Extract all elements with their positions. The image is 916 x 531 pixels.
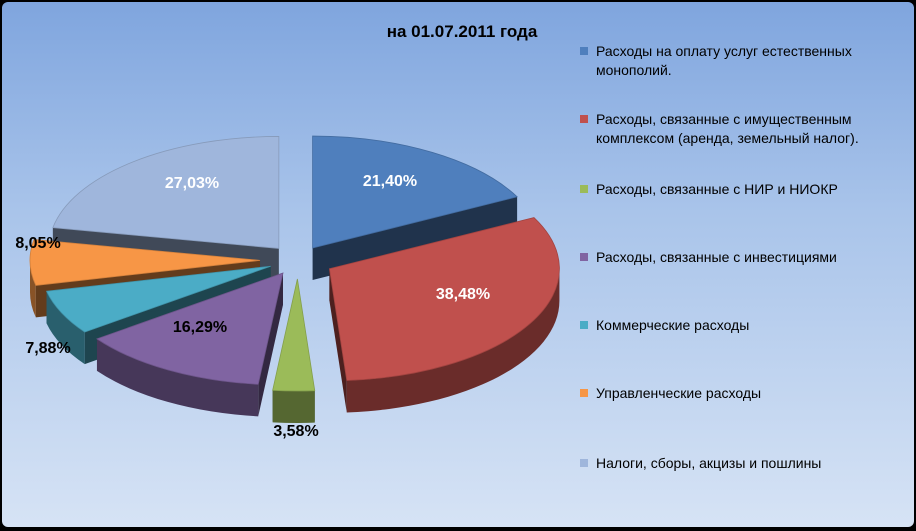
slice-outer-wall: [96, 338, 259, 417]
legend-label: Управленческие расходы: [596, 385, 762, 401]
chart-title: на 01.07.2011 года: [386, 22, 538, 41]
pie-slice-6: [29, 239, 261, 286]
slice-data-label: 21,40%: [363, 173, 417, 190]
legend-swatch: [580, 115, 588, 123]
legend-item: Налоги, сборы, акцизы и пошлины: [580, 454, 880, 473]
legend-swatch: [580, 253, 588, 261]
pie-slice-4: [96, 272, 284, 385]
slice-outer-wall: [346, 268, 560, 413]
legend-item: Управленческие расходы: [580, 384, 880, 403]
legend-item: Расходы, связанные с НИР и НИОКР: [580, 180, 880, 199]
pie-slice-1: [312, 135, 518, 249]
slice-side-wall: [312, 196, 518, 281]
legend-label: Расходы на оплату услуг естественных мон…: [596, 43, 852, 78]
slice-data-label: 8,05%: [15, 235, 60, 252]
pie-slice-7: [52, 136, 280, 249]
slice-data-label: 3,58%: [273, 423, 318, 440]
slice-data-label: 16,29%: [173, 319, 227, 336]
legend-label: Коммерческие расходы: [596, 317, 750, 333]
legend-item: Коммерческие расходы: [580, 316, 880, 335]
legend-label: Расходы, связанные с инвестициями: [596, 249, 837, 265]
slice-data-label: 27,03%: [165, 175, 219, 192]
slice-side-wall: [329, 268, 347, 413]
slice-data-label: 7,88%: [25, 340, 70, 357]
legend-item: Расходы на оплату услуг естественных мон…: [580, 42, 880, 80]
legend-label: Налоги, сборы, акцизы и пошлины: [596, 455, 822, 471]
slice-outer-wall: [272, 390, 315, 423]
legend-swatch: [580, 459, 588, 467]
legend-swatch: [580, 185, 588, 193]
slice-outer-wall: [46, 291, 85, 365]
pie-top-layer: [29, 135, 560, 392]
pie-slice-2: [328, 217, 560, 381]
legend-swatch: [580, 389, 588, 397]
legend-swatch: [580, 47, 588, 55]
legend-label: Расходы, связанные с имущественным компл…: [596, 111, 859, 146]
legend-swatch: [580, 321, 588, 329]
slice-side-wall: [258, 272, 283, 417]
pie-slice-5: [45, 265, 271, 333]
legend-item: Расходы, связанные с инвестициями: [580, 248, 880, 267]
pie-slice-3: [272, 278, 316, 392]
slice-data-label: 38,48%: [436, 286, 490, 303]
legend-label: Расходы, связанные с НИР и НИОКР: [596, 181, 838, 197]
legend-item: Расходы, связанные с имущественным компл…: [580, 110, 880, 148]
